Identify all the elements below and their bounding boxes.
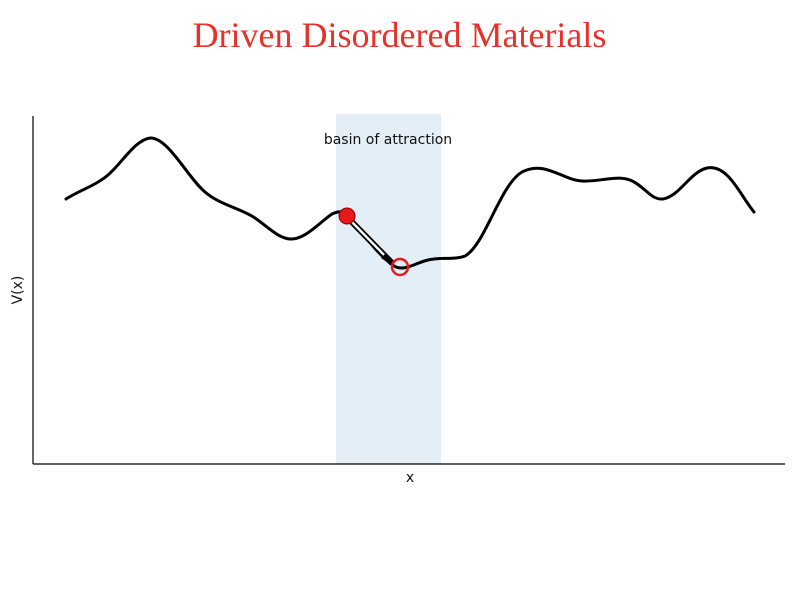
relaxation-arrow-inner [349,219,390,261]
end-point-marker [390,257,410,277]
basin-of-attraction-label: basin of attraction [324,132,452,148]
x-axis-label: x [406,470,414,486]
slide-title: Driven Disordered Materials [192,15,607,55]
y-axis-label: V(x) [10,276,26,305]
basin-of-attraction-region [336,114,441,464]
start-point-marker [338,207,356,225]
